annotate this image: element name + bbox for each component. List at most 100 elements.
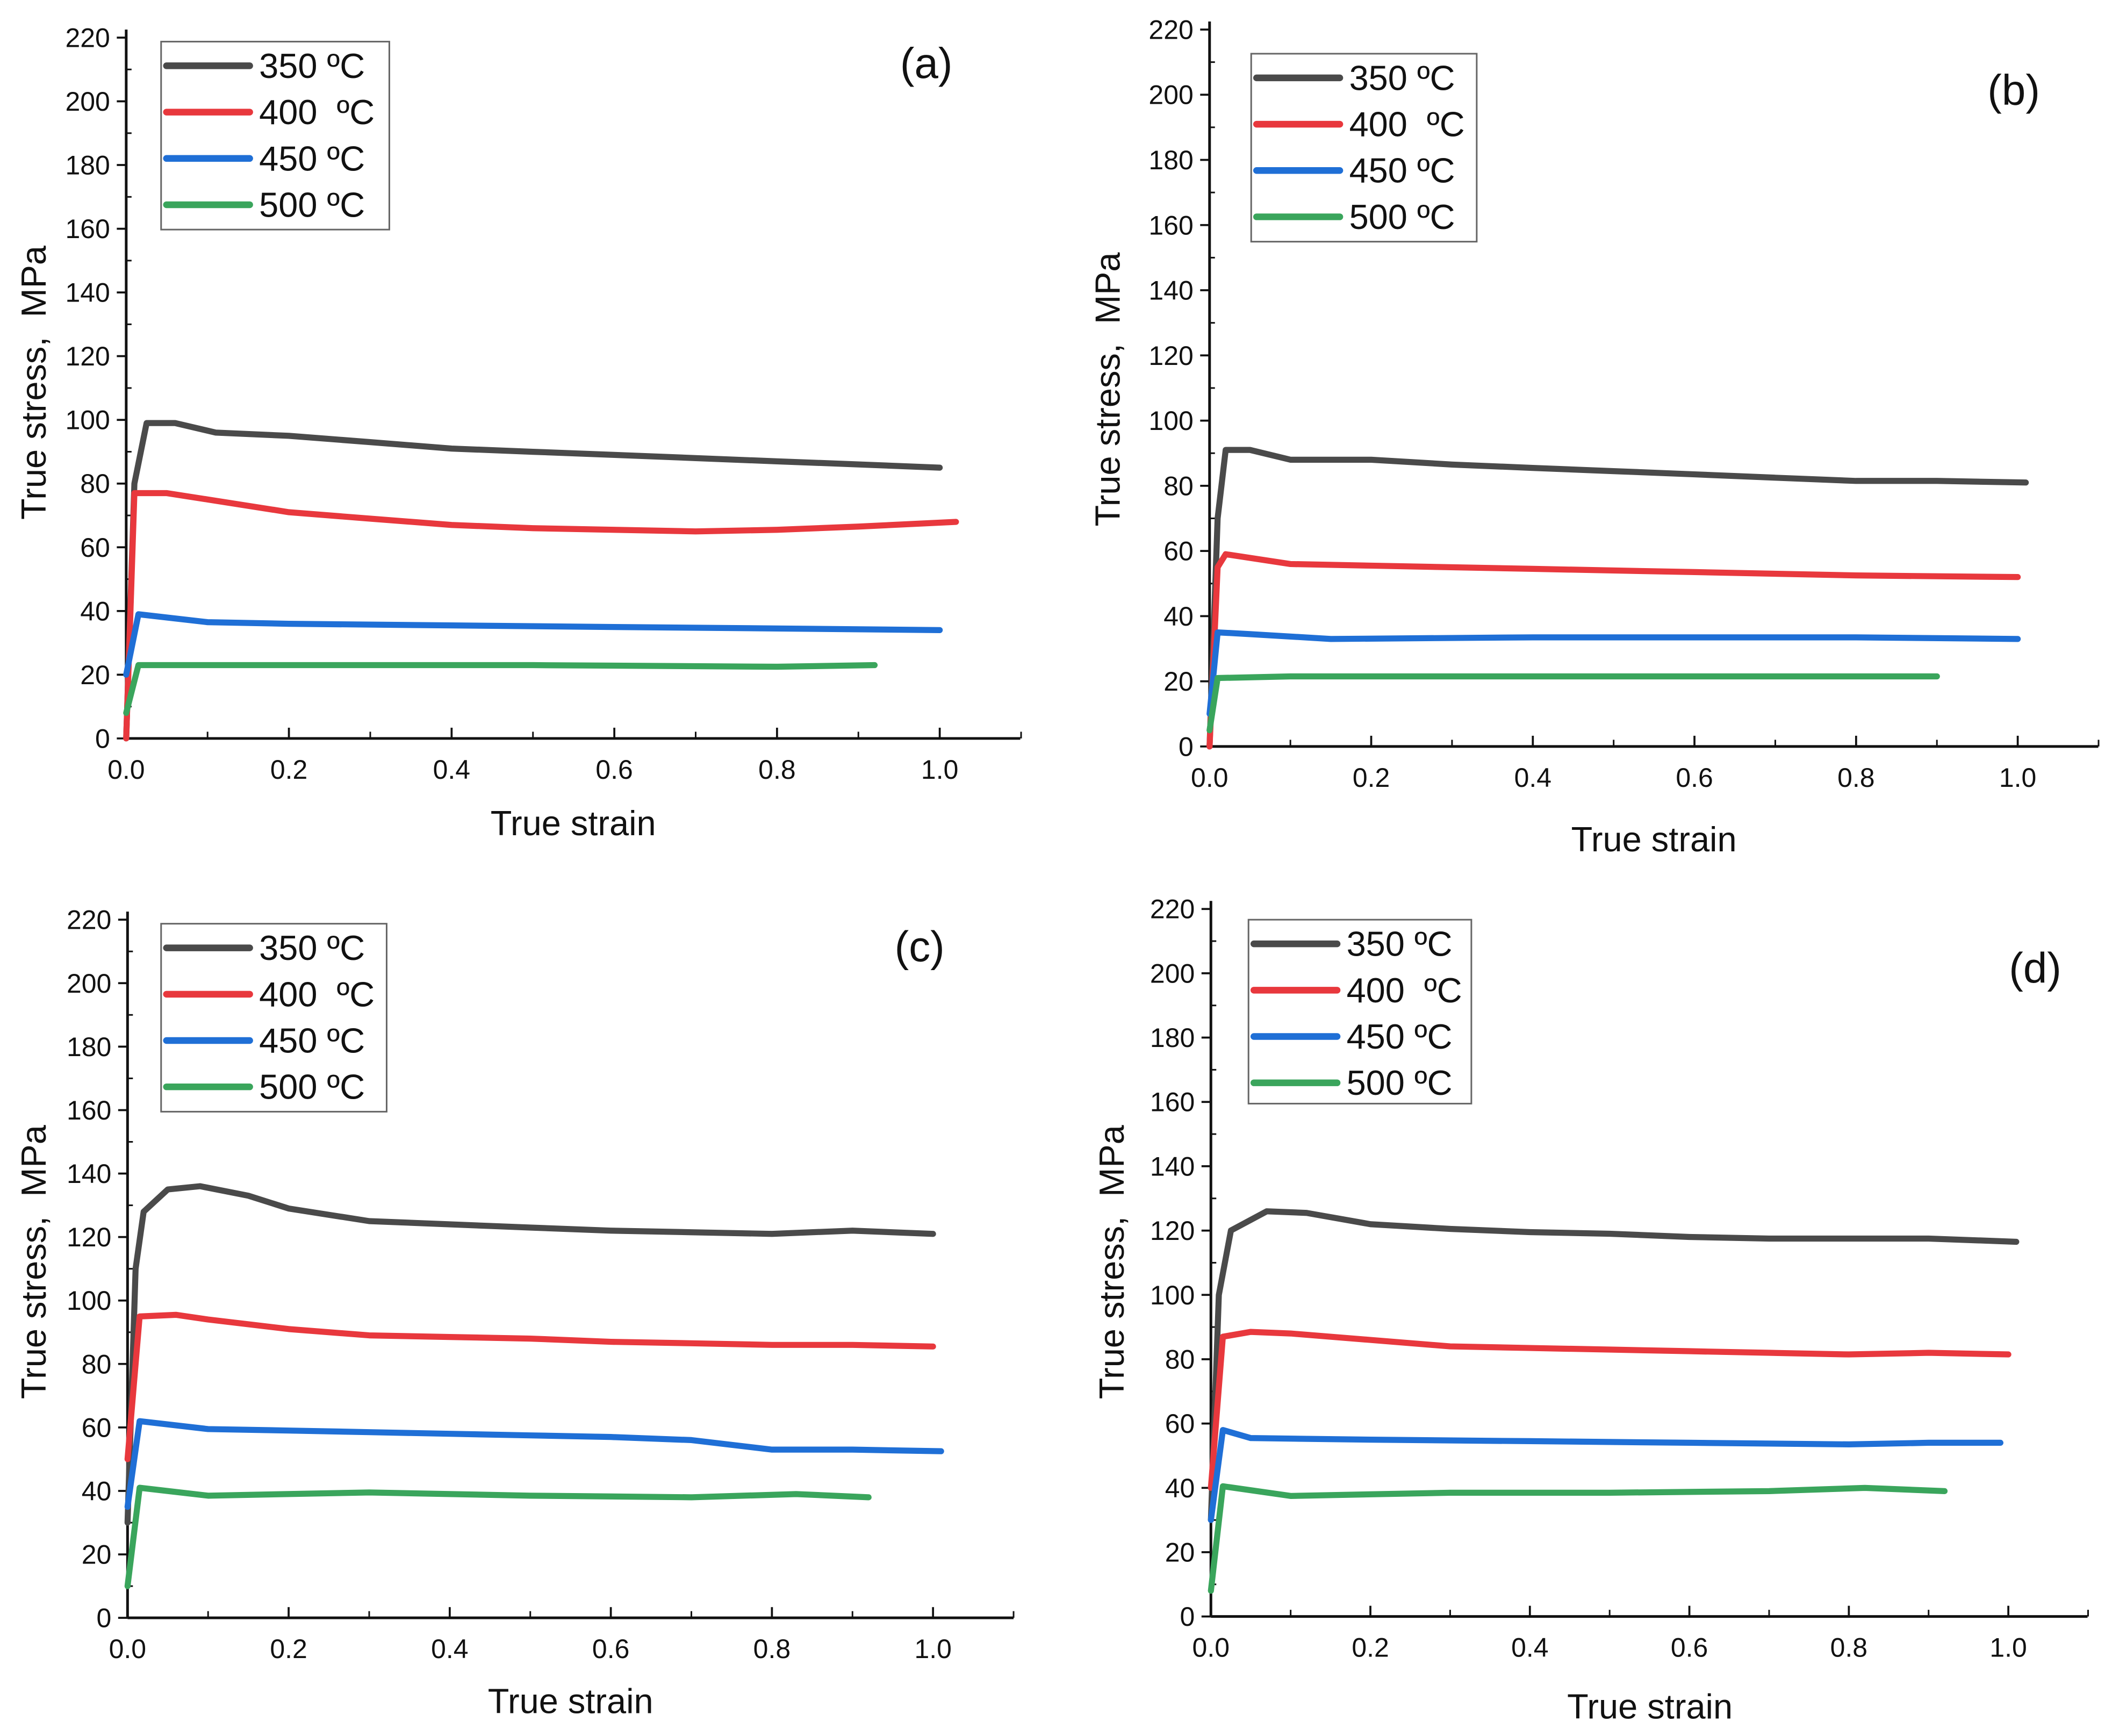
y-tick-label: 180 — [1148, 145, 1193, 175]
y-tick-label: 200 — [67, 969, 111, 999]
y-tick-label: 160 — [1148, 210, 1193, 240]
y-tick-label: 40 — [80, 596, 110, 626]
y-axis-title: True stress, MPa — [14, 245, 53, 520]
series-line-450C — [1208, 1427, 2004, 1523]
legend-label: 450 ºC — [259, 139, 365, 178]
x-tick-label: 0.8 — [1837, 763, 1874, 793]
panel-label: (b) — [1987, 66, 2040, 114]
y-tick-label: 20 — [1163, 666, 1194, 697]
y-tick-label: 220 — [67, 905, 111, 935]
legend: 350 ºC 400 ºC 450 ºC 500 ºC — [1247, 919, 1472, 1104]
chart-panel-b: 0 20 40 60 80 100 120 140 160 180 200 220 0.0 0.2 0.4 0… — [1088, 15, 2100, 859]
y-tick-label: 20 — [82, 1540, 112, 1570]
series-line-500C — [1206, 673, 1940, 734]
legend-label: 500 ºC — [259, 1067, 365, 1107]
x-tick-label: 1.0 — [1989, 1633, 2027, 1663]
y-tick-label: 120 — [1148, 341, 1193, 371]
series-line-450C — [123, 611, 943, 678]
y-tick-label: 20 — [1165, 1537, 1195, 1567]
legend-label: 350 ºC — [259, 928, 365, 967]
y-tick-label: 80 — [1165, 1344, 1195, 1374]
series-line-350C — [1208, 1208, 2020, 1523]
y-tick-label: 100 — [67, 1286, 111, 1316]
x-tick-label: 0.4 — [433, 755, 470, 785]
x-tick-label: 1.0 — [914, 1634, 951, 1664]
legend-label: 400 ºC — [259, 974, 375, 1014]
series-line-400C — [124, 1311, 936, 1462]
series-line-400C — [1208, 1329, 2011, 1491]
y-tick-label: 80 — [80, 469, 110, 499]
legend: 350 ºC 400 ºC 450 ºC 500 ºC — [160, 923, 387, 1113]
y-tick-label: 0 — [97, 1603, 112, 1633]
y-tick-label: 60 — [82, 1412, 112, 1443]
y-tick-label: 80 — [1163, 471, 1194, 501]
panel-label: (c) — [895, 923, 945, 971]
legend-label: 400 ºC — [259, 92, 375, 132]
legend-label: 350 ºC — [1347, 924, 1453, 964]
legend-label: 450 ºC — [1347, 1017, 1453, 1056]
legend-label: 500 ºC — [1349, 197, 1455, 236]
series-line-350C — [123, 420, 943, 742]
x-tick-label: 1.0 — [921, 755, 958, 785]
series-line-500C — [123, 662, 878, 716]
series-line-500C — [1208, 1483, 1948, 1594]
x-tick-label: 0.0 — [1191, 763, 1228, 793]
y-tick-label: 180 — [65, 150, 110, 181]
y-tick-label: 220 — [1148, 15, 1193, 45]
legend-box — [1250, 53, 1478, 243]
y-tick-label: 100 — [1148, 406, 1193, 436]
legend: 350 ºC 400 ºC 450 ºC 500 ºC — [1250, 53, 1478, 243]
x-tick-label: 0.0 — [109, 1634, 146, 1664]
chart-panel-a: 0 20 40 60 80 100 120 140 160 180 200 220 0.0 0.2 0.4 0… — [14, 23, 1022, 843]
y-tick-label: 220 — [1150, 894, 1195, 924]
legend-label: 450 ºC — [1349, 151, 1455, 190]
x-axis-title: True strain — [1567, 1687, 1733, 1726]
x-tick-label: 0.8 — [1830, 1633, 1867, 1663]
y-tick-label: 160 — [67, 1095, 111, 1125]
series-line-350C — [1206, 447, 2029, 750]
x-tick-label: 0.0 — [107, 755, 145, 785]
x-tick-label: 0.6 — [592, 1634, 629, 1664]
x-tick-label: 0.2 — [1353, 763, 1390, 793]
x-tick-label: 0.6 — [1671, 1633, 1708, 1663]
y-tick-label: 140 — [67, 1159, 111, 1189]
y-tick-label: 180 — [67, 1032, 111, 1062]
y-tick-label: 20 — [80, 660, 110, 690]
y-tick-label: 40 — [1163, 601, 1194, 632]
y-tick-label: 120 — [1150, 1216, 1195, 1246]
x-tick-label: 0.8 — [758, 755, 795, 785]
y-tick-label: 0 — [1180, 1602, 1195, 1632]
panel-label: (a) — [900, 39, 953, 87]
y-tick-label: 200 — [1150, 958, 1195, 988]
x-tick-label: 0.6 — [1676, 763, 1713, 793]
y-tick-label: 60 — [1163, 536, 1194, 566]
series-line-350C — [124, 1183, 936, 1526]
y-tick-label: 120 — [67, 1222, 111, 1252]
chart-panel-d: 0 20 40 60 80 100 120 140 160 180 200 220 0.0 0.2 0.4 0… — [1092, 894, 2089, 1726]
x-axis-title: True strain — [488, 1682, 653, 1721]
x-tick-label: 0.8 — [753, 1634, 791, 1664]
series-line-400C — [1206, 551, 2021, 750]
y-tick-label: 60 — [80, 533, 110, 563]
y-tick-label: 200 — [1148, 80, 1193, 110]
legend-box — [1247, 919, 1472, 1104]
y-tick-label: 120 — [65, 341, 110, 371]
y-tick-label: 0 — [95, 723, 110, 754]
legend-box — [160, 923, 387, 1113]
y-tick-label: 180 — [1150, 1023, 1195, 1053]
y-tick-label: 160 — [1150, 1087, 1195, 1117]
x-tick-label: 0.0 — [1192, 1633, 1230, 1663]
y-tick-label: 140 — [1148, 276, 1193, 306]
x-tick-label: 0.4 — [1511, 1633, 1548, 1663]
series-line-500C — [124, 1484, 872, 1589]
y-axis-title: True stress, MPa — [1088, 252, 1127, 527]
legend-label: 350 ºC — [259, 46, 365, 85]
x-axis-title: True strain — [1571, 820, 1737, 859]
x-axis-title: True strain — [491, 804, 656, 843]
series-line-450C — [1206, 629, 2021, 717]
legend-label: 400 ºC — [1349, 105, 1465, 144]
x-tick-label: 0.2 — [270, 1634, 307, 1664]
y-axis-title: True stress, MPa — [1092, 1124, 1131, 1399]
panel-label: (d) — [2009, 944, 2061, 992]
